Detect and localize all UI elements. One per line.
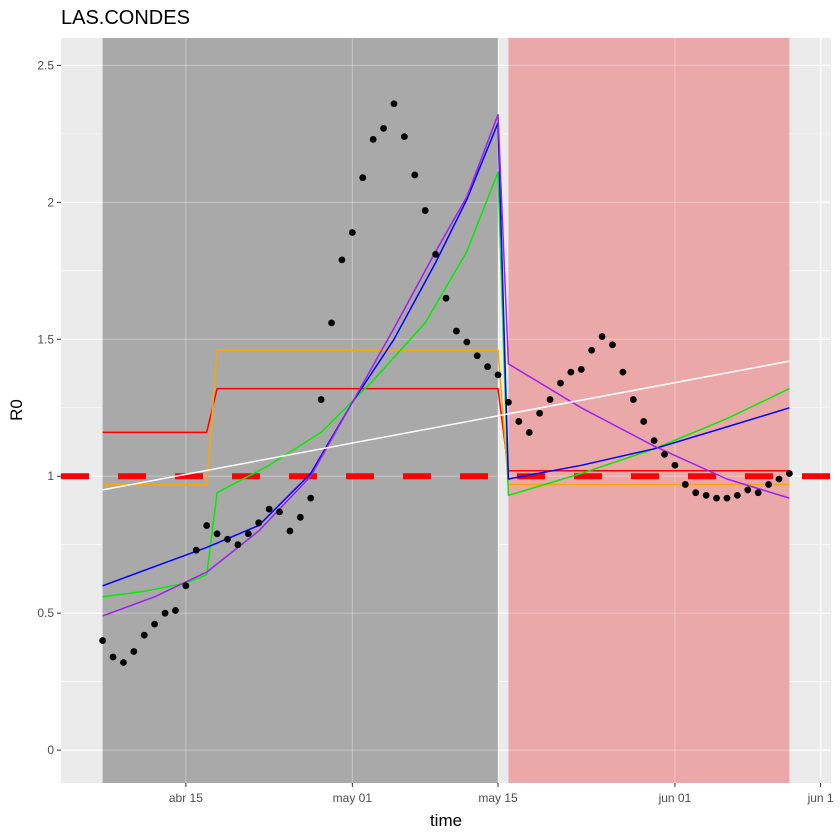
data-point [390, 100, 398, 108]
y-tick-label: 2.5 [37, 58, 54, 72]
data-point [765, 481, 772, 488]
shaded-region-1 [102, 38, 499, 783]
x-tick-label: may 15 [478, 791, 518, 805]
data-point [661, 450, 668, 458]
x-tick-label: jun 1 [807, 791, 834, 805]
grid-overlay [61, 38, 831, 783]
y-tick-label: 0 [47, 743, 54, 757]
y-tick-label: 0.5 [37, 606, 54, 620]
data-point [473, 352, 481, 360]
data-point [754, 489, 762, 497]
x-tick-label: abr 15 [169, 791, 203, 805]
data-point [505, 398, 512, 406]
data-points [99, 100, 793, 666]
data-point [286, 527, 294, 535]
data-point [421, 207, 429, 214]
data-point [182, 582, 190, 590]
data-point [213, 530, 221, 538]
data-point [317, 396, 325, 403]
data-point [484, 363, 492, 371]
x-axis: abr 15 may 01 may 15 jun 01 jun 1 [169, 783, 834, 805]
data-point [609, 341, 616, 349]
data-point [744, 486, 752, 494]
shaded-regions [102, 38, 790, 783]
data-point [203, 522, 211, 529]
data-point [348, 229, 356, 236]
x-tick-label: jun 01 [658, 791, 692, 805]
data-point [640, 418, 648, 425]
data-point [671, 461, 679, 469]
data-point [400, 133, 408, 141]
data-point [588, 346, 596, 354]
data-point [692, 489, 700, 497]
data-point [525, 429, 533, 436]
data-point [546, 396, 554, 403]
data-point [109, 653, 117, 661]
y-axis: 0 0.5 1 1.5 2 2.5 [37, 58, 61, 757]
data-point [151, 620, 159, 628]
data-point [307, 494, 315, 502]
data-point [411, 171, 419, 179]
shaded-region-2 [508, 38, 790, 783]
data-point [619, 368, 627, 376]
data-point [650, 437, 658, 445]
data-point [723, 494, 731, 502]
data-point [265, 505, 273, 513]
data-point [577, 366, 585, 373]
data-point [557, 379, 564, 387]
data-point [120, 659, 127, 666]
data-point [380, 124, 387, 132]
data-point [775, 475, 783, 483]
data-point [359, 174, 367, 182]
data-point [328, 319, 335, 327]
data-point [130, 648, 138, 655]
data-point [244, 530, 252, 538]
y-axis-title: R0 [7, 399, 26, 421]
series-line-3 [102, 171, 790, 598]
y-tick-label: 1 [47, 469, 54, 483]
data-point [733, 492, 741, 499]
chart-title: LAS.CONDES [61, 7, 190, 29]
data-point [99, 637, 107, 644]
y-tick-label: 1.5 [37, 332, 54, 346]
data-point [338, 256, 346, 264]
data-point [432, 250, 439, 258]
data-point [161, 609, 169, 617]
data-point [453, 327, 460, 335]
data-point [442, 294, 450, 302]
data-point [224, 535, 231, 543]
data-point [785, 470, 793, 477]
data-point [713, 494, 720, 502]
data-point [255, 519, 263, 527]
data-point [140, 631, 148, 639]
series-line-2 [102, 349, 790, 486]
data-point [172, 607, 179, 614]
data-point [629, 396, 637, 403]
data-point [276, 508, 283, 516]
x-axis-title: time [430, 811, 462, 830]
data-point [598, 333, 606, 340]
y-tick-label: 2 [47, 195, 54, 209]
series-line-4 [102, 122, 790, 587]
data-point [702, 492, 710, 499]
x-tick-label: may 01 [333, 791, 373, 805]
data-point [296, 513, 304, 521]
data-point [369, 135, 377, 143]
data-point [681, 481, 689, 488]
series-line-6 [102, 360, 790, 491]
data-point [192, 546, 200, 554]
data-point [515, 418, 523, 425]
data-point [463, 338, 471, 346]
data-point [234, 541, 242, 549]
data-point [567, 368, 575, 376]
data-point [536, 409, 544, 417]
data-point [494, 371, 502, 379]
